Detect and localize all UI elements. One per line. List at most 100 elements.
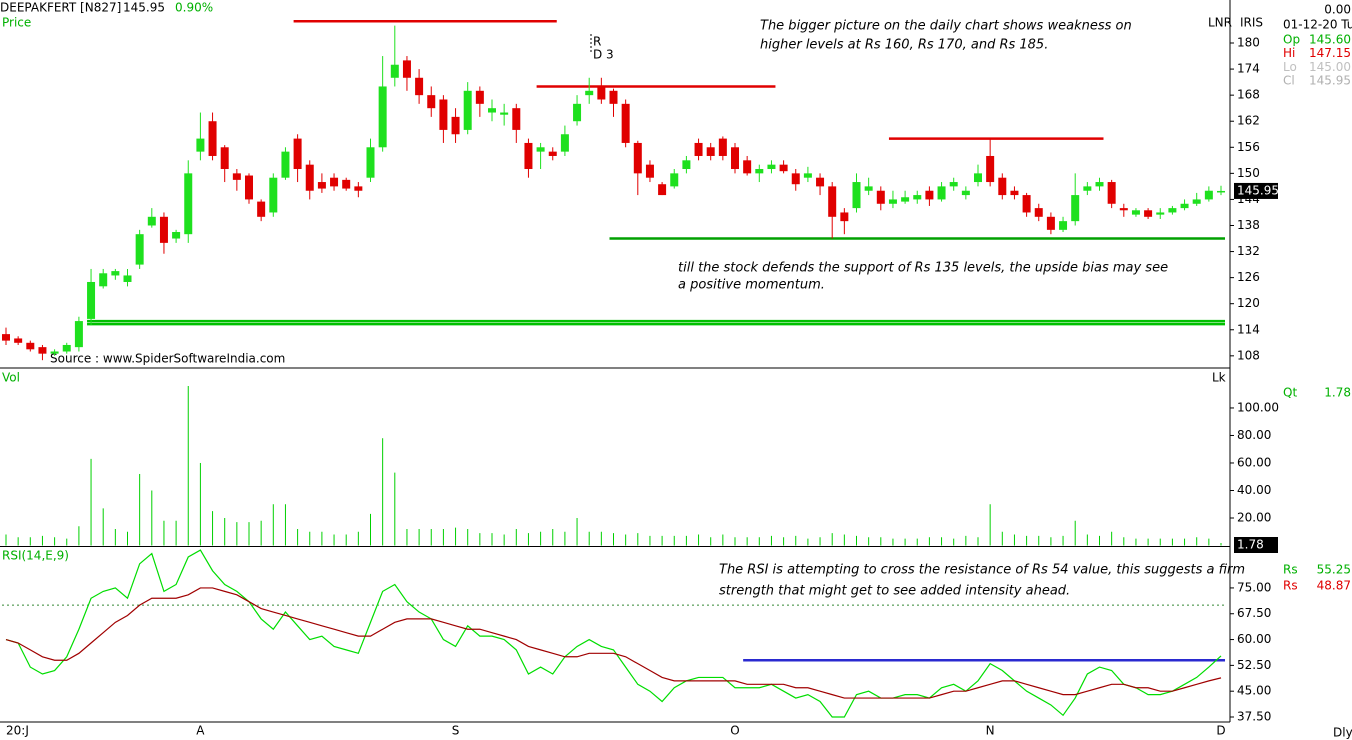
price-badge — [1234, 182, 1278, 199]
candle-body — [888, 199, 897, 204]
y-tick-label: 156 — [1237, 140, 1260, 154]
rsi-line — [5, 549, 1222, 718]
y-tick-label: 162 — [1237, 114, 1260, 128]
x-tick-label: O — [730, 724, 739, 738]
annotation: strength that might get to see added int… — [719, 584, 1070, 599]
candle-body — [1131, 210, 1140, 215]
candle-body — [111, 271, 120, 276]
candle-body — [718, 138, 727, 156]
candle-body — [743, 160, 752, 174]
candle-body — [366, 147, 375, 178]
candle-body — [245, 175, 253, 200]
candle-body — [840, 212, 849, 222]
period: Dly — [1333, 726, 1352, 740]
x-tick-label: 20:J — [6, 724, 29, 738]
info-label: Rs — [1283, 579, 1298, 593]
candle-body — [536, 147, 545, 152]
candle-body — [937, 186, 946, 200]
candle-body — [330, 177, 339, 187]
y-tick-label: 20.00 — [1237, 510, 1271, 524]
x-tick-label: N — [986, 724, 995, 738]
candle-body — [475, 90, 484, 104]
change: 0.90% — [175, 1, 213, 15]
candle-body — [779, 164, 788, 172]
info-label: Qt — [1283, 386, 1297, 400]
candle-body — [1010, 190, 1019, 196]
panel-label: RSI(14,E,9) — [2, 549, 69, 563]
candle-body — [816, 177, 825, 187]
y-tick-label: 108 — [1237, 348, 1260, 362]
last-price: 145.95 — [123, 1, 165, 15]
marker: R — [593, 35, 601, 49]
y-tick-label: 45.00 — [1237, 684, 1271, 698]
candle-body — [876, 190, 885, 204]
candle-body — [342, 179, 351, 189]
candle-body — [913, 195, 922, 200]
candle-body — [609, 90, 618, 104]
candle-body — [184, 173, 193, 235]
candle-body — [62, 344, 71, 352]
candle-body — [38, 347, 47, 354]
y-tick-label: 60.00 — [1237, 455, 1271, 469]
candle-body — [390, 64, 399, 78]
marker-sub: D 3 — [593, 48, 614, 62]
candle-body — [1034, 208, 1043, 217]
info-value: 55.25 — [1317, 563, 1351, 577]
candle-body — [123, 275, 132, 282]
candle-body — [573, 103, 582, 122]
candle-body — [257, 201, 266, 217]
candle-body — [220, 147, 229, 170]
y-tick-label: 114 — [1237, 322, 1260, 336]
info-value: 145.00 — [1309, 60, 1351, 74]
candle-body — [1059, 221, 1068, 230]
x-tick-label: S — [452, 724, 460, 738]
candle-body — [986, 155, 995, 183]
y-tick-label: 126 — [1237, 270, 1260, 284]
candle-body — [1022, 195, 1031, 213]
candle-body — [439, 99, 448, 130]
candle-body — [633, 142, 642, 174]
info-value: 145.60 — [1309, 33, 1351, 47]
candle-body — [402, 60, 411, 78]
x-tick-label: D — [1216, 724, 1225, 738]
candle-body — [232, 173, 241, 180]
y-tick-label: 80.00 — [1237, 428, 1271, 442]
candle-body — [269, 177, 278, 213]
y-tick-label: 67.50 — [1237, 606, 1271, 620]
candle-body — [1144, 210, 1153, 217]
candle-body — [415, 77, 424, 96]
candle-body — [658, 184, 667, 196]
candle-body — [961, 190, 970, 196]
y-tick-label: 120 — [1237, 296, 1260, 310]
candle-body — [803, 173, 812, 178]
candle-body — [524, 142, 533, 170]
candle-body — [147, 216, 156, 226]
candle-body — [2, 334, 10, 341]
candle-body — [791, 173, 800, 185]
mode: LNR — [1208, 16, 1232, 30]
candle-body — [196, 138, 205, 152]
candle-body — [305, 164, 314, 191]
panel-label: Price — [2, 16, 31, 30]
candle-body — [597, 86, 606, 100]
candle-body — [26, 342, 35, 350]
y-tick-label: 132 — [1237, 244, 1260, 258]
candle-body — [925, 190, 934, 200]
candle-body — [354, 186, 363, 191]
candle-body — [974, 173, 982, 183]
candle-body — [281, 151, 290, 178]
candle-body — [1071, 195, 1080, 222]
y-tick-label: 150 — [1237, 166, 1260, 180]
candle-body — [317, 182, 326, 189]
candle-body — [1119, 208, 1128, 211]
candle-body — [1204, 190, 1213, 200]
candle-body — [1083, 186, 1092, 191]
info-label: Op — [1283, 33, 1300, 47]
y-tick-label: 174 — [1237, 62, 1260, 76]
annotation: a positive momentum. — [678, 278, 825, 293]
y-tick-label: 75.00 — [1237, 580, 1271, 594]
candle-body — [1046, 216, 1055, 230]
candle-body — [451, 116, 460, 135]
candle-body — [560, 134, 569, 152]
